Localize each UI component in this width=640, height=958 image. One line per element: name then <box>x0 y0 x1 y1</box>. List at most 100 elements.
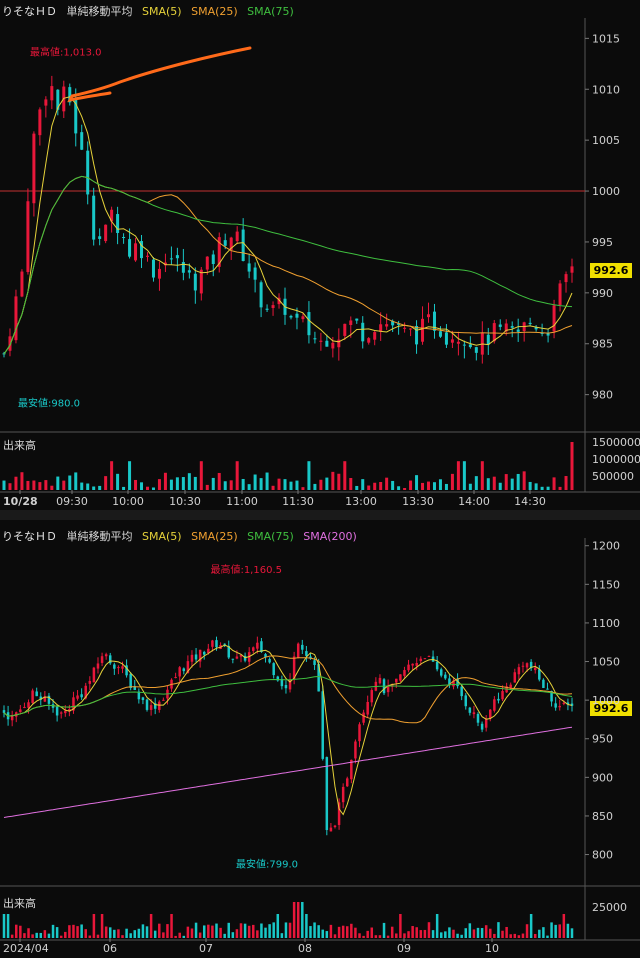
volume-bar <box>415 927 418 938</box>
volume-bar <box>98 485 102 490</box>
candle <box>409 328 413 330</box>
legend-sma25: SMA(25) <box>191 530 238 543</box>
volume-bar <box>333 934 337 938</box>
volume-bar <box>533 933 537 938</box>
volume-bar <box>72 924 75 938</box>
volume-bar <box>241 478 245 490</box>
volume-bar <box>62 480 66 490</box>
volume-bar <box>558 924 561 938</box>
candle <box>552 305 556 332</box>
volume-bar <box>516 473 520 490</box>
candle <box>35 691 38 697</box>
candle <box>533 667 537 671</box>
volume-bar <box>480 461 484 490</box>
volume-bar <box>86 483 90 490</box>
volume-bar <box>456 461 460 490</box>
volume-bar <box>6 914 10 938</box>
candle <box>14 296 18 341</box>
volume-bar <box>390 926 394 938</box>
candle <box>358 724 361 742</box>
candle <box>366 701 369 715</box>
candle <box>309 656 312 659</box>
volume-bar <box>525 924 529 938</box>
volume-bar <box>175 477 179 490</box>
volume-bar <box>283 479 287 490</box>
volume-bar <box>373 482 377 490</box>
candle <box>301 644 304 650</box>
price-tick-label: 1200 <box>592 540 620 553</box>
candle <box>423 658 427 660</box>
price-tick-label: 1100 <box>592 617 620 630</box>
volume-bar <box>32 480 36 490</box>
volume-bar <box>337 926 341 938</box>
candle <box>68 87 72 103</box>
volume-bar <box>550 922 553 938</box>
volume-bar <box>403 933 406 938</box>
volume-bar <box>190 928 194 938</box>
candle <box>157 268 161 279</box>
volume-bar <box>504 474 508 490</box>
volume-bar <box>157 479 161 490</box>
volume-bar <box>355 485 359 490</box>
candle <box>313 660 316 665</box>
volume-bar <box>301 902 304 938</box>
candle <box>367 338 371 343</box>
volume-bar <box>509 934 512 938</box>
candle <box>68 709 71 712</box>
candle <box>497 698 500 701</box>
volume-bar <box>186 926 190 938</box>
candle <box>421 318 425 342</box>
candle <box>346 778 349 787</box>
candle <box>193 273 197 291</box>
candle <box>231 658 235 660</box>
candle <box>259 282 263 308</box>
price-tick-label: 985 <box>592 338 613 351</box>
candle <box>379 324 383 332</box>
volume-tick-label: 25000 <box>592 901 627 914</box>
candle <box>450 339 454 343</box>
volume-bar <box>292 902 296 938</box>
volume-bar <box>319 479 323 490</box>
candle <box>162 699 165 701</box>
symbol-name: りそなＨＤ <box>2 530 57 543</box>
volume-bar <box>452 929 455 938</box>
volume-bar <box>510 478 514 490</box>
volume-bar <box>100 914 104 938</box>
volume-bar <box>231 932 235 938</box>
volume-bar <box>219 927 222 938</box>
volume-bar <box>379 481 383 490</box>
volume-bar <box>129 933 132 938</box>
volume-bar <box>104 476 108 490</box>
candle <box>39 696 43 700</box>
time-tick-label: 10 <box>485 942 499 955</box>
volume-bar <box>174 935 177 938</box>
price-tick-label: 850 <box>592 810 613 823</box>
candle <box>137 691 141 700</box>
candle <box>98 236 102 239</box>
candle <box>198 649 202 662</box>
candle <box>319 340 323 342</box>
candle <box>235 656 239 659</box>
high-label: 最高値:1,160.5 <box>210 563 282 576</box>
volume-bar <box>149 914 153 938</box>
candle <box>331 342 335 349</box>
volume-bar <box>289 481 293 490</box>
legend-sma200: SMA(200) <box>303 530 357 543</box>
candle <box>265 308 269 310</box>
candle <box>373 332 377 340</box>
volume-bar <box>229 480 233 490</box>
volume-bar <box>484 925 488 938</box>
volume-bar <box>411 926 414 938</box>
candle <box>50 86 54 101</box>
volume-bar <box>343 461 347 490</box>
volume-bar <box>27 928 30 938</box>
candle <box>464 695 468 707</box>
candle <box>129 673 132 689</box>
candle <box>122 237 126 239</box>
volume-bar <box>153 930 157 938</box>
candle <box>296 643 300 659</box>
candle <box>538 669 541 680</box>
volume-bar <box>96 934 100 938</box>
candle <box>215 640 218 648</box>
price-tick-label: 1015 <box>592 32 620 45</box>
